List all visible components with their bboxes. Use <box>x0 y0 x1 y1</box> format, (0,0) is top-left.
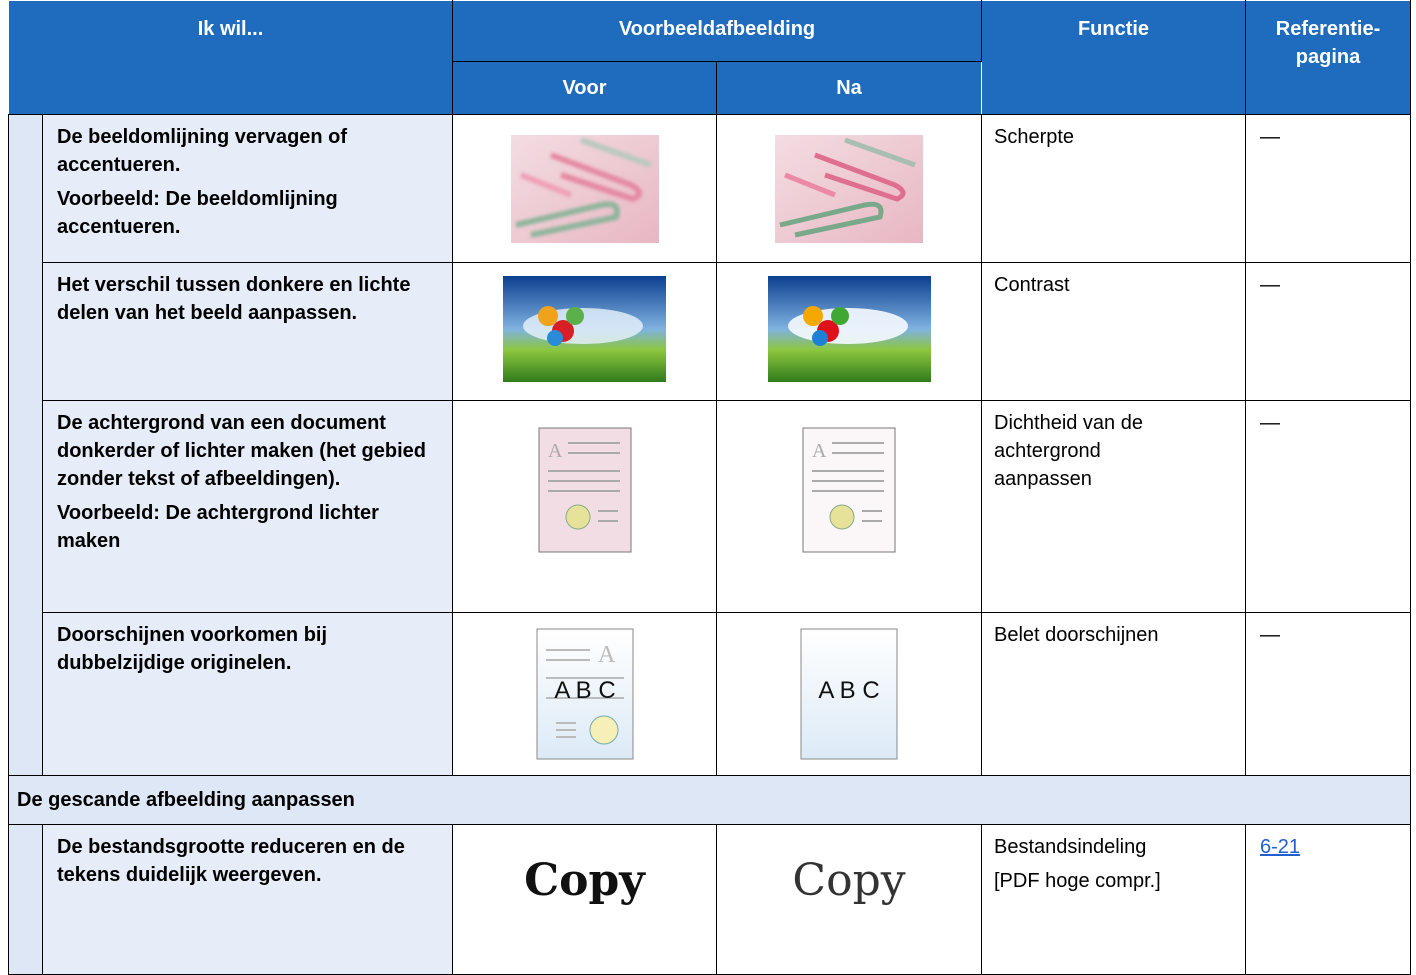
clips-sharp <box>775 135 923 243</box>
want-text: De bestandsgrootte reduceren en de teken… <box>57 836 405 886</box>
before-cell: Copy <box>452 824 717 975</box>
after-cell: Copy <box>716 824 982 975</box>
want-text: De achtergrond van een document donkerde… <box>57 412 426 490</box>
reference-cell: — <box>1245 114 1411 263</box>
clips-blurred <box>510 135 659 243</box>
want-text: Voorbeeld: De achtergrond lichter maken <box>57 502 379 552</box>
want-cell: De achtergrond van een document donkerde… <box>42 400 453 613</box>
reference-link[interactable]: 6-21 <box>1260 836 1301 858</box>
reference-text: — <box>1260 412 1280 434</box>
image-text: A <box>598 642 616 668</box>
indent <box>8 824 43 975</box>
header-want: Ik wil... <box>8 0 453 115</box>
function-text: Dichtheid van de achtergrond aanpassen <box>994 412 1143 490</box>
want-cell: De beeldomlijning vervagen of accentuere… <box>42 114 453 263</box>
function-cell: Bestandsindeling [PDF hoge compr.] <box>981 824 1246 975</box>
function-cell: Scherpte <box>981 114 1246 263</box>
feature-table: Ik wil... Voorbeeldafbeelding Functie Re… <box>8 0 1411 975</box>
reference-text: — <box>1260 624 1280 646</box>
want-cell: Doorschijnen voorkomen bij dubbelzijdige… <box>42 612 453 776</box>
reference-cell: — <box>1245 612 1411 776</box>
header-before: Voor <box>452 61 717 115</box>
reference-cell: 6-21 <box>1245 824 1411 975</box>
after-cell: A B C <box>716 612 982 776</box>
doc-clean: A B C <box>800 628 898 760</box>
want-text: Het verschil tussen donkere en lichte de… <box>57 274 411 324</box>
after-cell: A <box>716 400 982 613</box>
header-function: Functie <box>981 0 1246 115</box>
want-text: Doorschijnen voorkomen bij dubbelzijdige… <box>57 624 328 674</box>
reference-text: — <box>1260 126 1280 148</box>
after-cell <box>716 114 982 263</box>
indent <box>8 114 43 776</box>
before-cell: A <box>452 400 717 613</box>
image-text: A <box>548 440 563 462</box>
function-text: [PDF hoge compr.] <box>994 870 1161 892</box>
doc-light-bg: A <box>802 427 896 553</box>
function-cell: Dichtheid van de achtergrond aanpassen <box>981 400 1246 613</box>
reference-cell: — <box>1245 400 1411 613</box>
doc-showthrough: A A B C <box>536 628 633 760</box>
header-reference-line: pagina <box>1295 46 1361 68</box>
want-cell: Het verschil tussen donkere en lichte de… <box>42 262 453 401</box>
header-reference-line: Referentie- <box>1275 18 1381 40</box>
want-text: Voorbeeld: De beeldomlijning accentueren… <box>57 188 338 238</box>
want-cell: De bestandsgrootte reduceren en de teken… <box>42 824 453 975</box>
function-text: Belet doorschijnen <box>994 624 1159 646</box>
balloons-before <box>503 276 666 382</box>
function-text: Scherpte <box>994 126 1075 148</box>
after-cell <box>716 262 982 401</box>
reference-text: — <box>1260 274 1280 296</box>
copy-bold: Copy <box>524 855 645 906</box>
image-text: A B C <box>554 677 615 704</box>
before-cell <box>452 262 717 401</box>
header-after: Na <box>716 61 982 115</box>
image-text: A <box>812 440 827 462</box>
function-text: Contrast <box>994 274 1070 296</box>
image-text: A B C <box>818 677 879 704</box>
header-example: Voorbeeldafbeelding <box>452 0 982 62</box>
function-text: Bestandsindeling <box>994 836 1147 858</box>
function-cell: Contrast <box>981 262 1246 401</box>
header-reference: Referentie-pagina <box>1245 0 1411 115</box>
before-cell: A A B C <box>452 612 717 776</box>
section-title: De gescande afbeelding aanpassen <box>8 775 1411 825</box>
balloons-after <box>767 276 931 382</box>
doc-dark-bg: A <box>538 427 631 553</box>
copy-light: Copy <box>792 855 906 906</box>
function-cell: Belet doorschijnen <box>981 612 1246 776</box>
reference-cell: — <box>1245 262 1411 401</box>
want-text: De beeldomlijning vervagen of accentuere… <box>57 126 348 176</box>
before-cell <box>452 114 717 263</box>
